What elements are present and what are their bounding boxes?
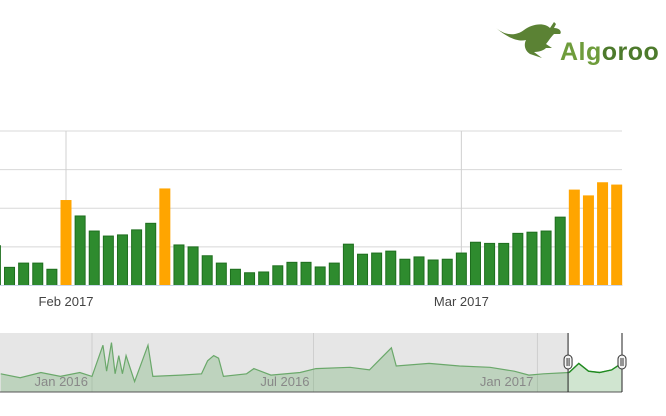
bar[interactable] [286,261,298,287]
bar[interactable] [272,265,284,286]
navigator-unselected-mask[interactable] [0,333,569,392]
bar[interactable] [116,234,128,286]
bar[interactable] [328,262,340,287]
bar[interactable] [357,253,369,286]
bar-highlighted[interactable] [568,189,580,286]
bar[interactable] [32,262,44,287]
kangaroo-icon [496,22,561,58]
bar-highlighted[interactable] [60,200,72,286]
bar[interactable] [229,268,241,286]
x-tick-label: Feb 2017 [39,294,94,309]
bar[interactable] [187,246,199,286]
bar[interactable] [371,252,383,286]
bar[interactable] [173,244,185,287]
bar-highlighted[interactable] [597,182,609,287]
bar[interactable] [88,230,100,287]
bar-highlighted[interactable] [611,184,623,286]
bar[interactable] [300,261,312,287]
logo-text: Algoroo [560,38,660,66]
bar[interactable] [18,262,30,287]
bar[interactable] [526,231,538,286]
bar[interactable] [342,243,354,286]
navigator-tick-label: Jan 2016 [35,374,89,389]
bar[interactable] [145,222,157,286]
bar[interactable] [455,252,467,286]
bar[interactable] [554,216,566,286]
bar[interactable] [131,229,143,287]
bar[interactable] [385,250,397,286]
bar[interactable] [4,266,16,287]
navigator-tick-label: Jan 2017 [480,374,534,389]
bar[interactable] [244,272,256,287]
bar[interactable] [399,258,411,286]
navigator-selected-range[interactable] [568,333,622,392]
bar[interactable] [484,242,496,286]
navigator-handle-right[interactable] [617,354,627,370]
bar[interactable] [498,242,510,286]
bar[interactable] [540,230,552,287]
bar[interactable] [441,258,453,286]
bar[interactable] [46,268,58,286]
navigator-handle-left[interactable] [563,354,573,370]
navigator-area [0,342,622,392]
bar[interactable] [102,235,114,286]
bar[interactable] [215,262,227,287]
navigator-tick-label: Jul 2016 [260,374,309,389]
bar[interactable] [413,256,425,287]
bar[interactable] [314,266,326,286]
navigator-selected-line [568,362,622,374]
bar[interactable] [427,259,439,287]
bar[interactable] [201,255,213,286]
x-tick-label: Mar 2017 [434,294,489,309]
bar[interactable] [512,232,524,286]
navigator-line [0,342,622,384]
bar-highlighted[interactable] [159,188,171,286]
bar-highlighted[interactable] [582,195,594,286]
bar[interactable] [258,271,270,287]
bar[interactable] [469,241,481,287]
algoroo-logo: Algoroo [494,14,664,66]
bar[interactable] [74,215,86,287]
